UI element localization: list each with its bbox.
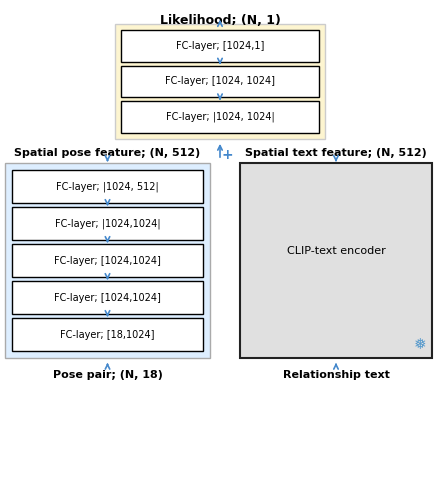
Text: Relationship text: Relationship text (282, 370, 389, 380)
Text: FC-layer; [1024, 1024]: FC-layer; [1024, 1024] (165, 76, 275, 87)
Text: FC-layer; |1024, 1024|: FC-layer; |1024, 1024| (165, 112, 275, 122)
Bar (12, 244, 203, 277)
Bar (12, 318, 203, 351)
Bar (240, 163, 432, 358)
Text: FC-layer; [1024,1024]: FC-layer; [1024,1024] (54, 293, 161, 302)
Bar (121, 102, 319, 133)
Text: FC-layer; [1024,1]: FC-layer; [1024,1] (176, 41, 264, 51)
Text: Pose pair; (N, 18): Pose pair; (N, 18) (52, 370, 162, 380)
Bar (5, 163, 210, 358)
Text: FC-layer; |1024,1024|: FC-layer; |1024,1024| (55, 218, 160, 229)
Text: CLIP-text encoder: CLIP-text encoder (286, 246, 385, 256)
Text: FC-layer; [1024,1024]: FC-layer; [1024,1024] (54, 256, 161, 265)
Text: FC-layer; [18,1024]: FC-layer; [18,1024] (60, 330, 155, 340)
Bar (12, 170, 203, 203)
Text: Likelihood; (N, 1): Likelihood; (N, 1) (160, 14, 280, 27)
Text: ❅: ❅ (414, 336, 426, 351)
Bar (115, 24, 325, 139)
Text: FC-layer; |1024, 512|: FC-layer; |1024, 512| (56, 181, 159, 192)
Text: Spatial pose feature; (N, 512): Spatial pose feature; (N, 512) (15, 148, 201, 158)
Bar (12, 281, 203, 314)
Bar (121, 66, 319, 97)
Bar (121, 30, 319, 62)
Text: Spatial text feature; (N, 512): Spatial text feature; (N, 512) (245, 148, 427, 158)
Bar (12, 207, 203, 240)
Text: +: + (221, 148, 233, 162)
